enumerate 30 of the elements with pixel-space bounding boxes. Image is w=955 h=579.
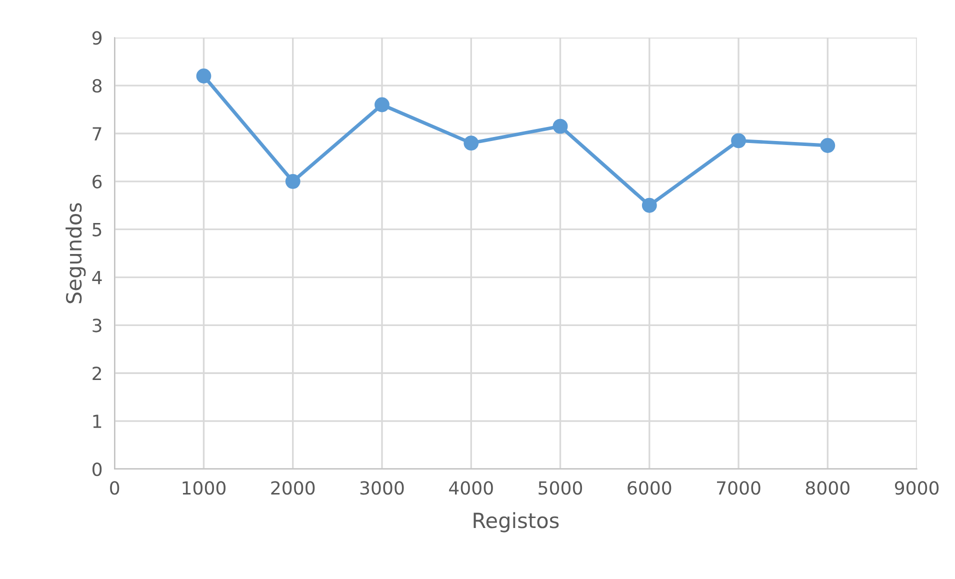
x-tick-label: 8000 (806, 481, 850, 495)
x-tick-label: 5000 (538, 481, 582, 495)
y-tick-label: 8 (92, 79, 102, 93)
y-tick-label: 0 (92, 462, 102, 476)
x-tick-label: 6000 (628, 481, 672, 495)
x-axis-title: Registos (474, 512, 559, 532)
x-tick-label: 3000 (360, 481, 404, 495)
y-tick-label: 2 (92, 366, 101, 380)
y-tick-label: 6 (92, 174, 102, 189)
x-tick-label: 9000 (894, 481, 939, 495)
point (642, 198, 657, 213)
point (285, 174, 300, 189)
y-tick-label: 7 (92, 127, 102, 140)
x-tick-label: 2000 (271, 481, 315, 495)
x-tick-label: 1000 (182, 481, 226, 495)
point (820, 138, 836, 153)
x-tick-label: 4000 (449, 481, 493, 495)
point (731, 133, 746, 148)
y-tick-label: 4 (92, 270, 102, 284)
y-tick-label: 9 (92, 31, 102, 45)
y-axis-title: Segundos (66, 203, 86, 304)
y-tick-label: 3 (92, 318, 102, 332)
point (552, 118, 568, 134)
point (374, 97, 390, 112)
point (196, 68, 212, 84)
point (464, 136, 479, 151)
y-tick-label: 1 (93, 414, 102, 428)
x-tick-label: 0 (110, 481, 120, 495)
y-tick-label: 5 (92, 223, 102, 236)
x-tick-label: 7000 (717, 481, 760, 495)
